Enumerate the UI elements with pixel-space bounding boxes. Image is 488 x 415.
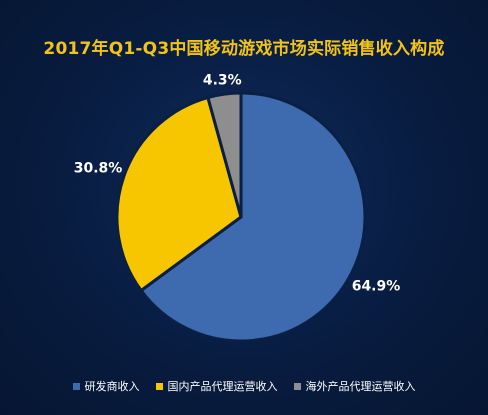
- legend: 研发商收入 国内产品代理运营收入 海外产品代理运营收入: [0, 378, 488, 394]
- legend-item-overseas-agency: 海外产品代理运营收入: [293, 378, 416, 394]
- data-label-domestic-agency: 30.8%: [74, 161, 123, 177]
- pie-data-labels: 64.9% 30.8% 4.3%: [74, 72, 401, 294]
- pie-slice-domestic-agency: [115, 95, 243, 293]
- pie-slice-developer: [139, 91, 367, 343]
- data-label-developer: 64.9%: [352, 278, 401, 294]
- legend-label-developer: 研发商收入: [84, 380, 140, 393]
- legend-swatch-overseas-agency: [293, 382, 301, 390]
- legend-swatch-developer: [72, 382, 80, 390]
- legend-item-developer: 研发商收入: [72, 378, 140, 394]
- pie-slices: [115, 91, 367, 343]
- pie-slice-overseas-agency: [206, 91, 243, 218]
- legend-label-domestic-agency: 国内产品代理运营收入: [167, 380, 278, 393]
- data-label-overseas-agency: 4.3%: [203, 72, 242, 88]
- legend-item-domestic-agency: 国内产品代理运营收入: [155, 378, 278, 394]
- legend-label-overseas-agency: 海外产品代理运营收入: [305, 380, 416, 393]
- chart-title: 2017年Q1-Q3中国移动游戏市场实际销售收入构成: [43, 39, 445, 59]
- legend-swatch-domestic-agency: [155, 382, 163, 390]
